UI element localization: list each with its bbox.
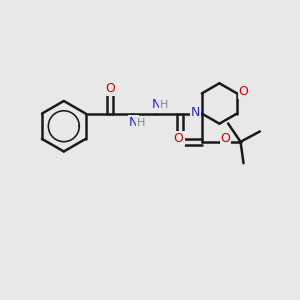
Text: O: O [105,82,115,95]
Text: N: N [129,116,138,129]
Text: O: O [173,132,183,145]
Text: N: N [152,98,161,111]
Text: H: H [160,100,168,110]
Text: H: H [136,118,145,128]
Text: N: N [191,106,200,118]
Text: O: O [238,85,248,98]
Text: O: O [221,132,231,145]
Text: O: O [175,132,184,145]
